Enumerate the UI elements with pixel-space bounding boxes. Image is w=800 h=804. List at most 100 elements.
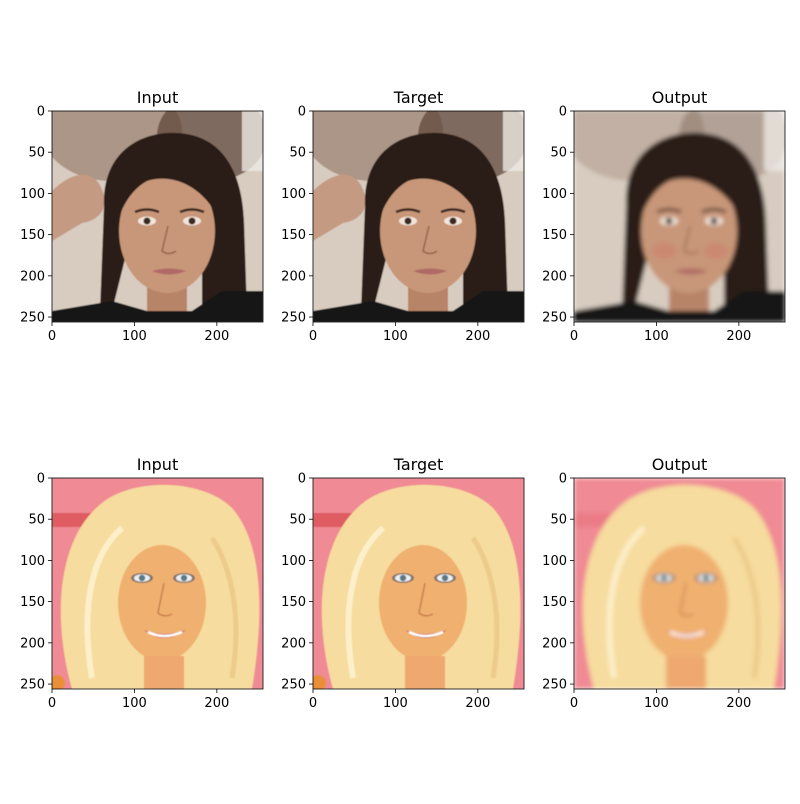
x-tick-label: 200 — [204, 696, 229, 711]
face-image — [313, 478, 524, 689]
y-tick-label: 250 — [542, 311, 567, 326]
y-tick-label: 100 — [20, 187, 45, 202]
x-tick-label: 200 — [465, 696, 490, 711]
axes-frame — [573, 477, 786, 690]
y-tick-label: 250 — [542, 678, 567, 693]
axes-frame — [312, 110, 525, 323]
image-panel-input: Input 0 100 200 0 50 100 150 200 250 — [20, 455, 264, 711]
jacket — [313, 291, 524, 322]
image-panel-target: Target 0 100 200 0 50 100 150 200 250 — [281, 88, 525, 344]
y-tick-label: 0 — [298, 472, 306, 487]
mouth — [405, 630, 447, 638]
x-tick-label: 0 — [48, 696, 56, 711]
mouth — [144, 630, 186, 638]
y-tick-label: 150 — [542, 595, 567, 610]
image-panel-output: Output 0 100 200 0 50 100 150 200 250 — [542, 455, 786, 711]
teeth — [147, 630, 183, 638]
x-tick-label: 0 — [309, 329, 317, 344]
y-tick-label: 100 — [281, 554, 306, 569]
y-tick-label: 50 — [550, 513, 567, 528]
iris — [180, 574, 188, 582]
iris — [399, 574, 407, 582]
y-tick-label: 50 — [289, 146, 306, 161]
nose — [161, 225, 177, 255]
hair-fringe — [113, 515, 211, 588]
eyebrow — [134, 208, 160, 214]
y-tick-label: 150 — [20, 228, 45, 243]
y-tick-label: 150 — [542, 228, 567, 243]
y-tick-label: 100 — [20, 554, 45, 569]
image-panel-input: Input 0 100 200 0 50 100 150 200 250 — [20, 88, 264, 344]
y-tick-label: 150 — [281, 595, 306, 610]
x-tick-label: 100 — [383, 696, 408, 711]
mouth — [413, 268, 447, 275]
x-tick-label: 200 — [726, 329, 751, 344]
y-tick-label: 200 — [281, 636, 306, 651]
x-tick-label: 100 — [122, 329, 147, 344]
iris — [188, 217, 196, 225]
teeth — [669, 630, 705, 638]
hair-shadow — [731, 536, 761, 679]
y-tick-label: 50 — [550, 146, 567, 161]
eyebrow — [701, 208, 727, 214]
x-tick-label: 100 — [122, 696, 147, 711]
eyebrow — [656, 208, 682, 214]
neck — [666, 656, 706, 689]
y-tick-label: 100 — [542, 187, 567, 202]
x-tick-label: 100 — [644, 696, 669, 711]
eyebrow — [179, 208, 205, 214]
panel-title: Target — [393, 455, 444, 474]
y-tick-label: 50 — [289, 513, 306, 528]
mouth — [152, 268, 186, 275]
y-tick-label: 0 — [559, 105, 567, 120]
mouth — [666, 630, 708, 638]
iris — [143, 217, 151, 225]
blurred-shape — [503, 111, 524, 171]
iris — [702, 574, 710, 582]
nose — [679, 582, 695, 617]
image-panel-target: Target 0 100 200 0 50 100 150 200 250 — [281, 455, 525, 711]
y-tick-label: 150 — [20, 595, 45, 610]
x-tick-label: 0 — [309, 696, 317, 711]
face-image — [574, 478, 785, 689]
axes-frame — [573, 110, 786, 323]
y-tick-label: 250 — [281, 311, 306, 326]
hair-fringe — [640, 156, 740, 221]
eyebrow — [440, 208, 466, 214]
axes-frame — [51, 477, 264, 690]
corner-highlight — [52, 675, 65, 689]
y-tick-label: 200 — [20, 269, 45, 284]
face-image — [52, 478, 263, 689]
cheek — [704, 243, 728, 259]
y-tick-label: 100 — [542, 554, 567, 569]
y-tick-label: 200 — [281, 269, 306, 284]
hair-highlight — [84, 525, 125, 679]
y-tick-label: 250 — [281, 678, 306, 693]
y-tick-label: 150 — [281, 228, 306, 243]
raised-hand — [52, 174, 105, 241]
x-tick-label: 200 — [726, 696, 751, 711]
x-tick-label: 0 — [570, 696, 578, 711]
hair-highlight — [345, 525, 386, 679]
face-image — [574, 111, 785, 322]
nose — [422, 225, 438, 255]
y-tick-label: 250 — [20, 311, 45, 326]
x-tick-label: 100 — [644, 329, 669, 344]
x-tick-label: 200 — [204, 329, 229, 344]
mouth — [674, 268, 708, 275]
panel-title: Target — [393, 88, 444, 107]
blurred-shape — [242, 111, 263, 171]
iris — [138, 574, 146, 582]
blurred-shape — [764, 111, 785, 171]
x-tick-label: 0 — [570, 329, 578, 344]
panel-title: Output — [652, 455, 708, 474]
y-tick-label: 200 — [20, 636, 45, 651]
y-tick-label: 100 — [281, 187, 306, 202]
corner-highlight — [313, 675, 326, 689]
x-tick-label: 100 — [383, 329, 408, 344]
y-tick-label: 50 — [28, 146, 45, 161]
face — [640, 545, 728, 661]
hair-fringe — [374, 515, 472, 588]
